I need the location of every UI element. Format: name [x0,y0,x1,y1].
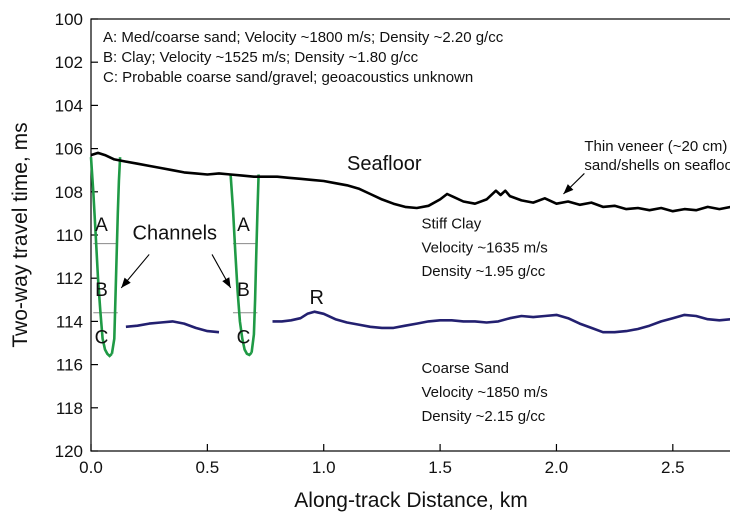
chart-annotation: Density ~2.15 g/cc [421,408,545,425]
y-tick-label: 104 [55,96,83,115]
y-tick-label: 100 [55,10,83,29]
y-tick-label: 102 [55,53,83,72]
chart-annotation: sand/shells on seafloor [584,157,730,174]
legend-note: C: Probable coarse sand/gravel; geoacous… [103,69,473,86]
channel-right-wall [250,174,260,353]
legend-notes: A: Med/coarse sand; Velocity ~1800 m/s; … [103,29,504,86]
channel-unit-label: A [237,215,250,236]
channel-unit-label: B [237,280,250,301]
y-tick-label: 110 [56,226,83,245]
x-tick-label: 2.0 [545,458,569,477]
chart-annotation: Stiff Clay [421,216,481,233]
annotation-arrows [120,173,585,289]
chart-annotation: Velocity ~1850 m/s [421,384,547,401]
arrow-head [563,184,574,194]
channels: A B C A B C [89,157,260,358]
channel-unit-label: A [95,215,108,236]
reflector-r-line [125,320,220,334]
seafloor-line [90,151,730,213]
legend-note: A: Med/coarse sand; Velocity ~1800 m/s; … [103,29,504,46]
chart-annotation: Channels [133,222,218,244]
chart-annotation: Thin veneer (~20 cm) [584,138,727,155]
annotations: Seafloor Thin veneer (~20 cm) sand/shells … [133,138,730,425]
y-axis-ticks: 100 102 104 106 108 110 112 114 116 118 120 [55,10,98,461]
channel-unit-label: B [95,280,108,301]
channel-right-wall [110,157,122,355]
chart-annotation: Seafloor [347,153,422,175]
channel-unit-label: C [237,328,251,349]
chart-annotation: R [310,287,324,309]
x-tick-label: 1.5 [428,458,452,477]
chart-annotation: Velocity ~1635 m/s [421,239,547,256]
channel-left-wall [229,174,253,357]
arrow-head [222,277,231,288]
legend-note: B: Clay; Velocity ~1525 m/s; Density ~1.… [103,49,419,66]
annotation-arrow [211,254,232,289]
y-tick-label: 118 [56,399,83,418]
y-tick-label: 106 [55,140,83,159]
channel-left-wall [89,157,113,358]
x-tick-label: 2.5 [661,458,685,477]
x-tick-label: 1.0 [312,458,336,477]
x-tick-label: 0.5 [196,458,220,477]
y-axis-title: Two-way travel time, ms [9,122,32,347]
y-tick-label: 120 [55,442,83,461]
chart-annotation: Coarse Sand [421,360,509,377]
channel: A B C [89,157,122,358]
x-axis-title: Along-track Distance, km [294,489,527,512]
y-tick-label: 112 [56,269,83,288]
annotation-arrow [563,173,585,195]
annotation-arrow [120,254,150,289]
y-tick-label: 114 [56,312,83,331]
plot-frame [90,18,730,452]
x-axis-ticks: 0.0 0.5 1.0 1.5 2.0 2.5 [79,444,685,477]
arrow-head [121,277,131,288]
reflector-r-line [272,310,730,334]
y-tick-label: 108 [55,183,83,202]
y-tick-label: 116 [56,356,83,375]
series-lines [90,151,730,334]
chart-annotation: Density ~1.95 g/cc [421,263,545,280]
x-tick-label: 0.0 [79,458,103,477]
channel: A B C [229,174,260,357]
channel-unit-label: C [95,328,109,349]
